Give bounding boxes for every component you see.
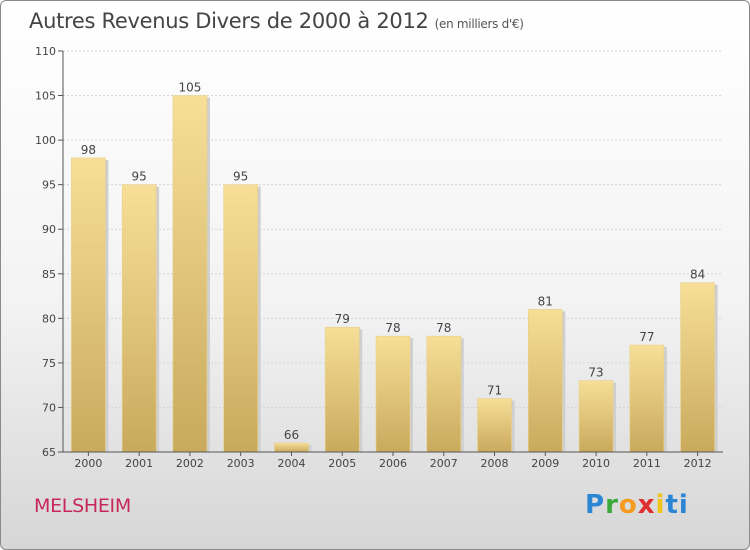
x-tick-label-2000: 2000 xyxy=(74,457,102,470)
bar-2003 xyxy=(223,184,258,453)
y-tick-label: 80 xyxy=(42,312,56,325)
unit-note: (en milliers d'€) xyxy=(434,17,524,31)
x-tick-label-2004: 2004 xyxy=(277,457,305,470)
bars: 98 95 105 95 66 79 78 78 71 81 73 77 84 xyxy=(71,81,718,453)
value-label-2001: 95 xyxy=(132,170,147,184)
bar-2005 xyxy=(324,326,360,453)
x-tick-label-2001: 2001 xyxy=(125,457,153,470)
bar-2008 xyxy=(477,398,512,453)
bar-2007 xyxy=(426,335,462,453)
title-text: Autres Revenus Divers de 2000 à 2012 xyxy=(29,9,429,33)
x-tick-label-2009: 2009 xyxy=(531,457,559,470)
x-tick-label-2002: 2002 xyxy=(176,457,204,470)
value-label-2002: 105 xyxy=(178,81,201,95)
bar-2012 xyxy=(680,282,715,453)
y-tick-label: 105 xyxy=(35,90,56,103)
bar-2001 xyxy=(121,184,157,453)
chart-title: Autres Revenus Divers de 2000 à 2012 (en … xyxy=(29,9,524,33)
value-label-2011: 77 xyxy=(639,330,654,344)
x-tick-label-2011: 2011 xyxy=(633,457,661,470)
x-tick-label-2010: 2010 xyxy=(582,457,610,470)
value-label-2012: 84 xyxy=(690,268,705,282)
x-tick-label-2003: 2003 xyxy=(227,457,255,470)
value-label-2004: 66 xyxy=(284,428,299,442)
value-label-2008: 71 xyxy=(487,384,502,398)
y-tick-label: 75 xyxy=(42,357,56,370)
y-tick-label: 65 xyxy=(42,446,56,459)
y-tick-label: 70 xyxy=(42,401,56,414)
bar-2009 xyxy=(528,309,563,453)
value-label-2003: 95 xyxy=(233,170,248,184)
value-label-2007: 78 xyxy=(436,321,451,335)
value-label-2010: 73 xyxy=(588,366,603,380)
city-name: MELSHEIM xyxy=(34,495,131,517)
bar-2002 xyxy=(172,95,208,453)
x-tick-label-2005: 2005 xyxy=(328,457,356,470)
bar-2004 xyxy=(274,442,309,453)
y-tick-label: 90 xyxy=(42,223,56,236)
y-tick-label: 95 xyxy=(42,179,56,192)
y-tick-label: 110 xyxy=(35,45,56,58)
bar-2011 xyxy=(629,344,665,453)
value-label-2006: 78 xyxy=(385,321,400,335)
axes: 65 70 75 80 85 90 95 100 105 110 2000 2001 2002 2003 2… xyxy=(35,45,723,470)
x-tick-label-2012: 2012 xyxy=(684,457,712,470)
value-label-2000: 98 xyxy=(81,143,96,157)
x-tick-label-2007: 2007 xyxy=(430,457,458,470)
bar-2006 xyxy=(375,335,411,453)
bar-2010 xyxy=(578,380,614,453)
value-label-2005: 79 xyxy=(335,312,350,326)
x-tick-label-2008: 2008 xyxy=(481,457,509,470)
x-tick-label-2006: 2006 xyxy=(379,457,407,470)
value-label-2009: 81 xyxy=(538,294,553,308)
proxiti-logo[interactable]: Proxiti xyxy=(585,490,689,520)
bar-2000 xyxy=(71,157,106,453)
y-tick-label: 85 xyxy=(42,268,56,281)
y-tick-label: 100 xyxy=(35,134,56,147)
